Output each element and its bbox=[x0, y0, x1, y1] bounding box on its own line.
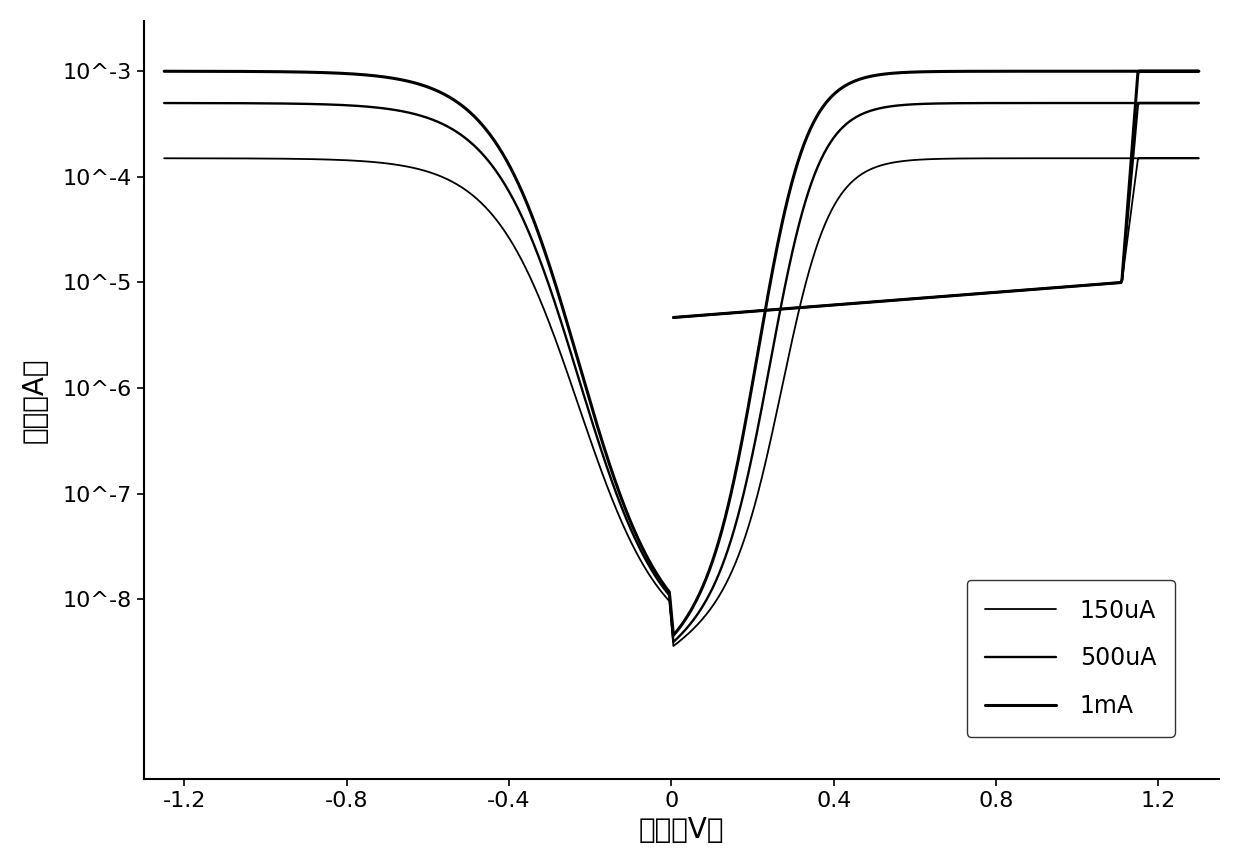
X-axis label: 电压（V）: 电压（V） bbox=[639, 817, 724, 844]
Legend: 150uA, 500uA, 1mA: 150uA, 500uA, 1mA bbox=[966, 580, 1176, 737]
Y-axis label: 电流（A）: 电流（A） bbox=[21, 357, 48, 443]
